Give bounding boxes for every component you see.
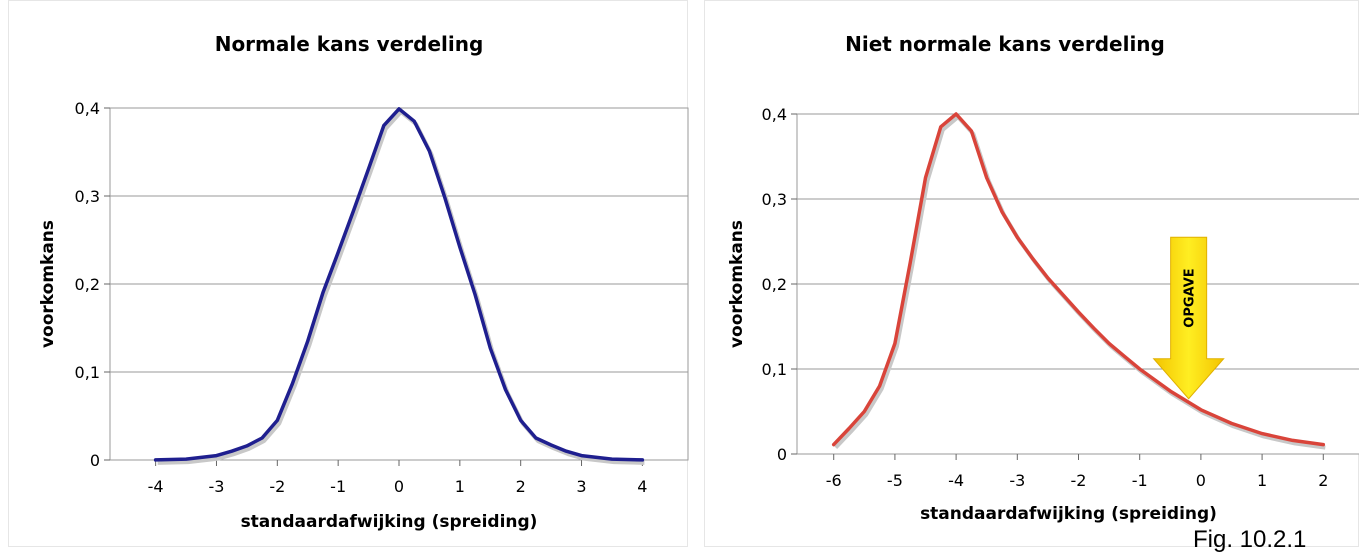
y-axis-label: voorkomkans xyxy=(727,220,747,348)
y-tick-label: 0,4 xyxy=(75,99,100,118)
y-tick-label: 0 xyxy=(777,445,787,464)
non-normal-distribution-chart: Niet normale kans verdeling 0 0,1 0,2 0,3 0,4… xyxy=(727,32,1359,524)
normal-distribution-chart: Normale kans verdeling 0 0,1 0,2 0,3 0,4 -4 -3 -… xyxy=(38,32,689,532)
x-tick-label: -1 xyxy=(1132,471,1148,490)
figure-caption: Fig. 10.2.1 xyxy=(1193,526,1307,553)
y-tick-label: 0 xyxy=(90,451,100,470)
y-tick-label: 0,3 xyxy=(762,190,787,209)
arrow-label: OPGAVE xyxy=(1183,268,1198,327)
chart-title: Normale kans verdeling xyxy=(215,32,484,56)
chart-panel-normal: Normale kans verdeling 0 0,1 0,2 0,3 0,4 -4 -3 -… xyxy=(8,0,689,547)
y-tick-label: 0,2 xyxy=(762,275,787,294)
x-tick-label: 2 xyxy=(516,477,526,496)
x-tick-label: -1 xyxy=(330,477,346,496)
y-tick-label: 0,4 xyxy=(762,105,787,124)
x-tick-label: -6 xyxy=(826,471,842,490)
y-tick-label: 0,1 xyxy=(762,360,787,379)
x-axis-label: standaardafwijking (spreiding) xyxy=(920,504,1217,524)
arrow-icon xyxy=(1152,236,1225,400)
y-axis-label: voorkomkans xyxy=(38,220,58,348)
y-tick-label: 0,3 xyxy=(75,187,100,206)
chart-title: Niet normale kans verdeling xyxy=(845,32,1165,56)
x-tick-label: 2 xyxy=(1318,471,1328,490)
x-tick-label: 0 xyxy=(1196,471,1206,490)
x-tick-label: -5 xyxy=(887,471,903,490)
y-tick-label: 0,1 xyxy=(75,363,100,382)
x-tick-label: -4 xyxy=(948,471,964,490)
x-tick-label: -3 xyxy=(1009,471,1025,490)
x-tick-label: -2 xyxy=(1071,471,1087,490)
x-tick-label: 4 xyxy=(637,477,647,496)
x-tick-label: 1 xyxy=(1257,471,1267,490)
x-tick-label: -2 xyxy=(269,477,285,496)
chart-panel-non-normal: Niet normale kans verdeling 0 0,1 0,2 0,3 0,4… xyxy=(704,0,1359,547)
x-axis-label: standaardafwijking (spreiding) xyxy=(241,512,538,532)
x-tick-label: 3 xyxy=(576,477,586,496)
x-tick-label: 1 xyxy=(455,477,465,496)
series-line xyxy=(831,112,1326,447)
x-tick-label: -4 xyxy=(148,477,164,496)
x-tick-label: 0 xyxy=(394,477,404,496)
x-tick-label: -3 xyxy=(208,477,224,496)
y-tick-label: 0,2 xyxy=(75,275,100,294)
series-line xyxy=(153,107,645,462)
